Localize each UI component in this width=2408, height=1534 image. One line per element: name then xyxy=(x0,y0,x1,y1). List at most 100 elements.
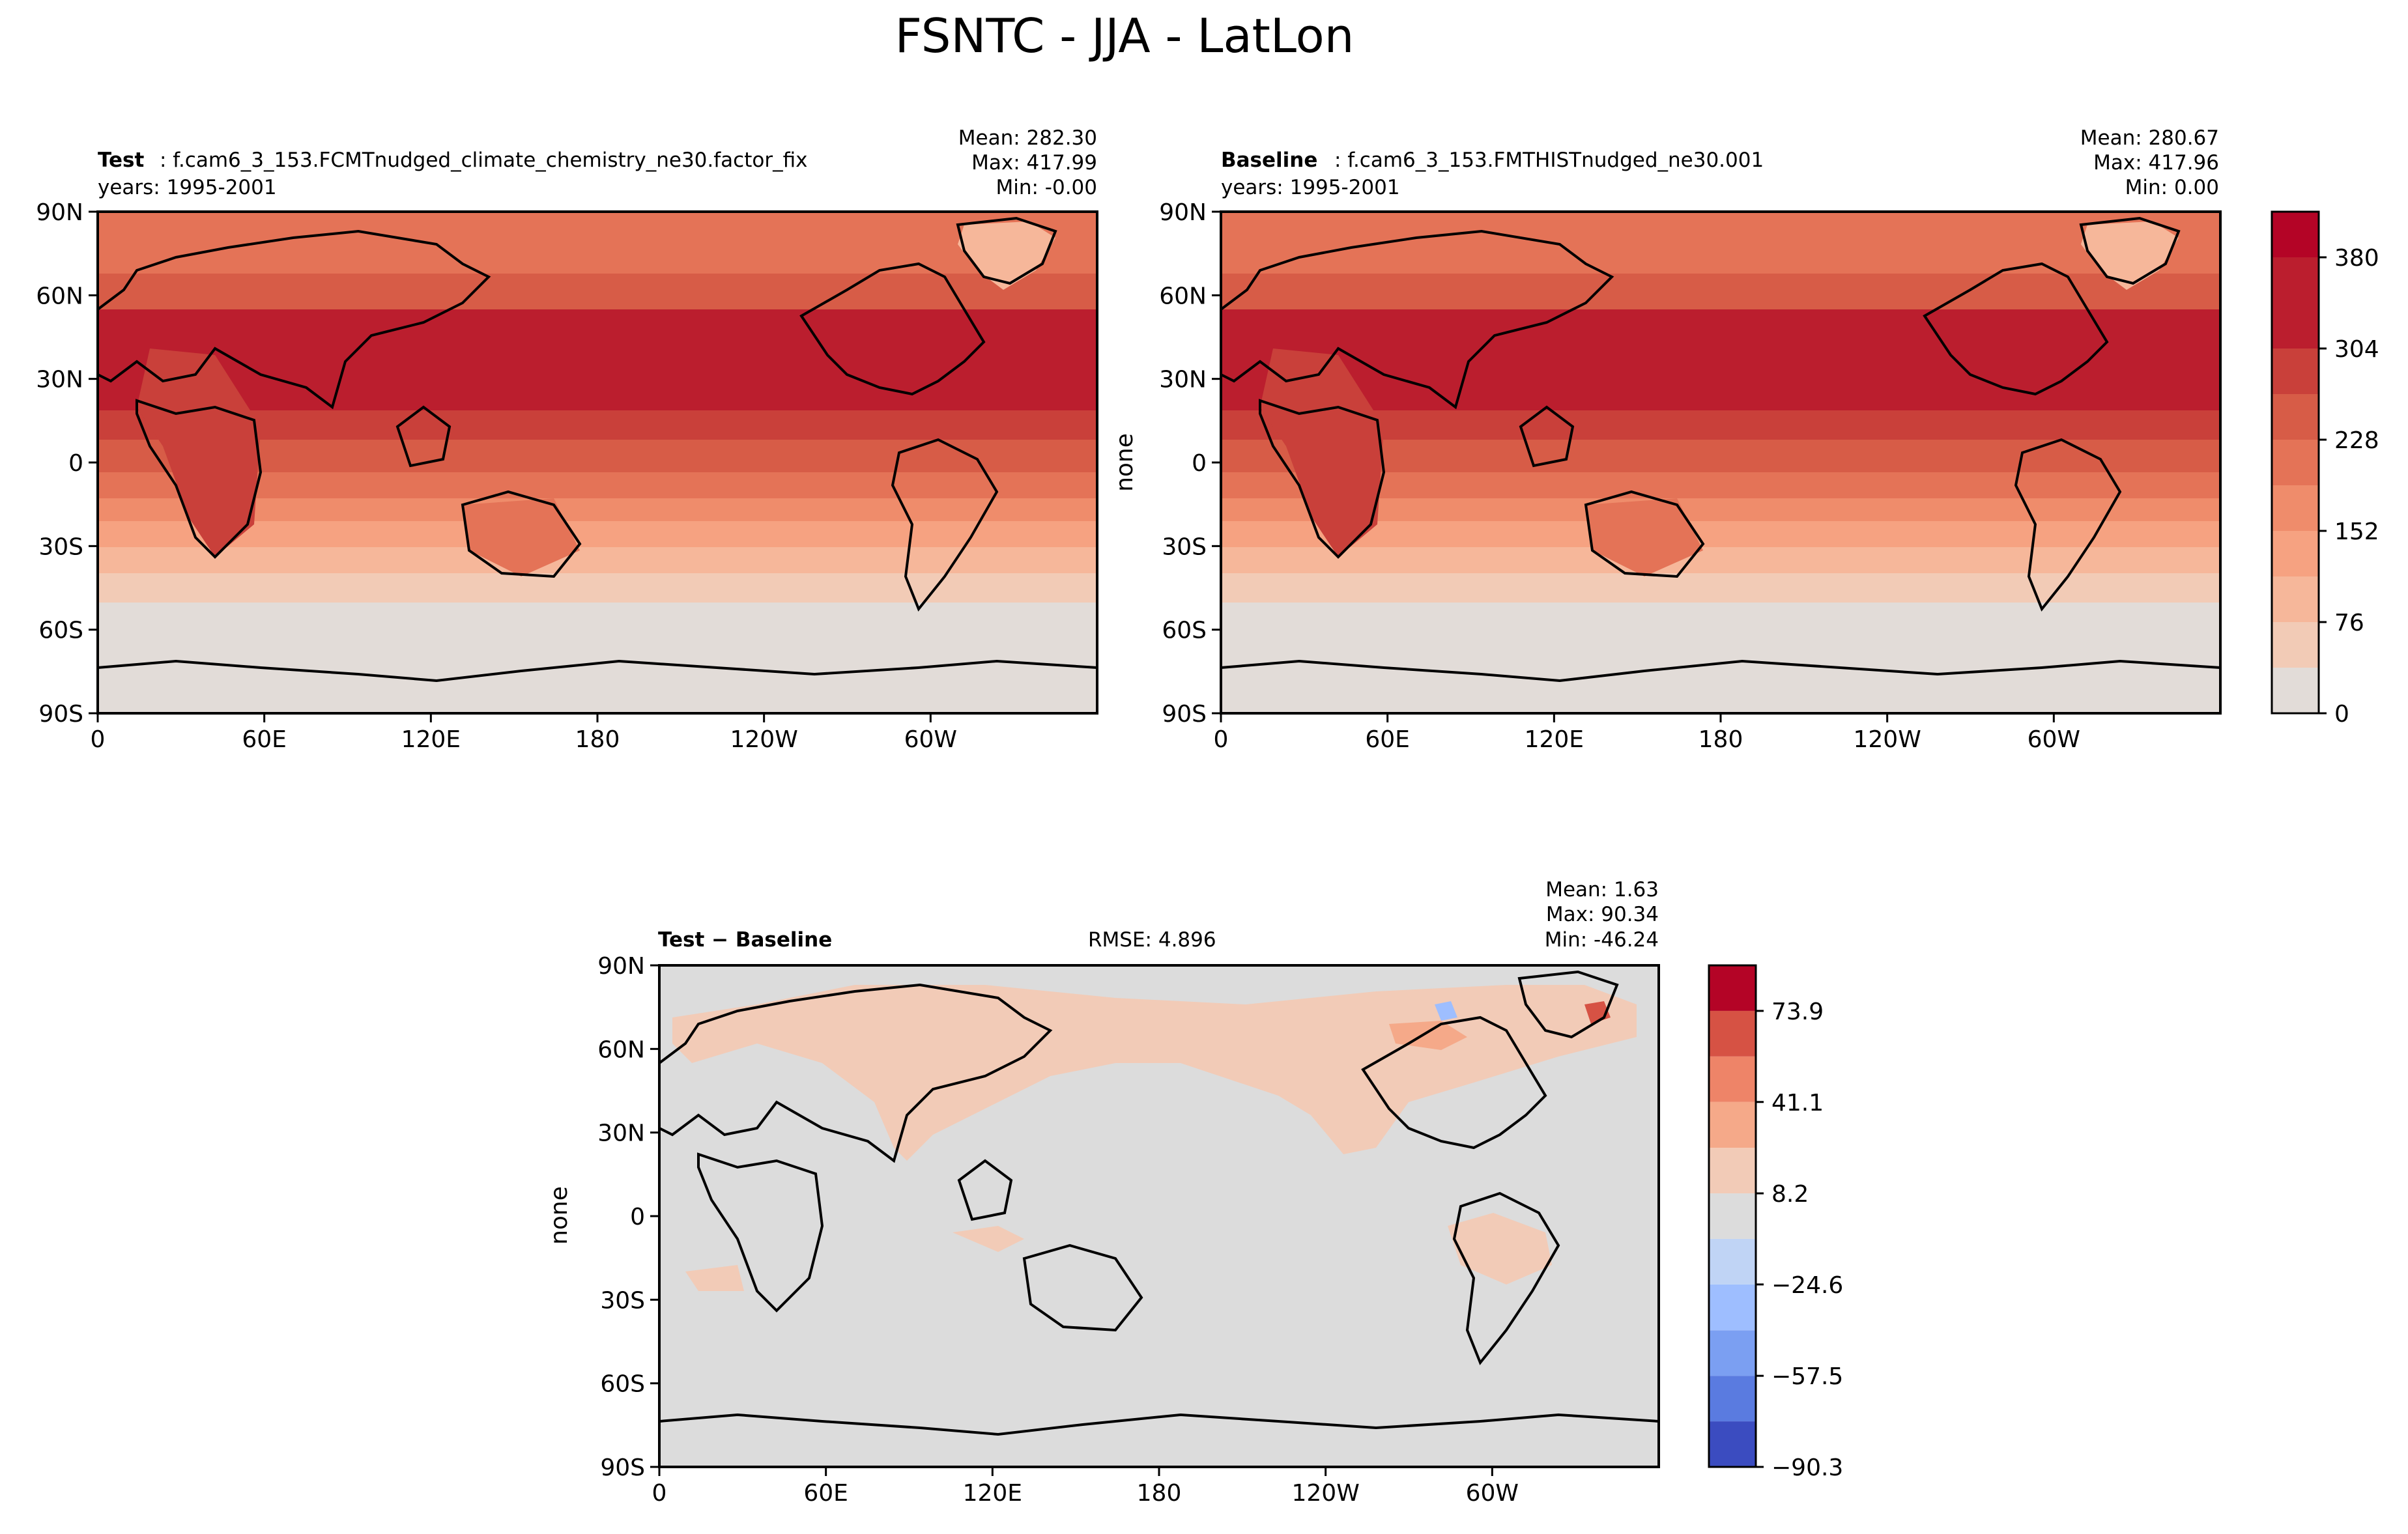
baseline-map-band-8 xyxy=(1221,309,2220,410)
diff-ytick-label: 30S xyxy=(600,1287,645,1314)
diff-xtick-label: 180 xyxy=(1137,1480,1182,1507)
baseline-stat-mean: Mean: 280.67 xyxy=(2080,126,2219,150)
diff-label-bold: Test − Baseline xyxy=(658,928,832,952)
test-xtick-label: 180 xyxy=(575,726,620,753)
test-stat-max: Max: 417.99 xyxy=(971,151,1097,175)
test-map-band-7 xyxy=(98,410,1097,440)
test-map-australia xyxy=(463,498,580,576)
baseline-label-rest: : f.cam6_3_153.FMTHISTnudged_ne30.001 xyxy=(1334,149,1764,172)
diff-colorbar-tick-label: −57.5 xyxy=(1771,1363,1843,1390)
baseline-ylabel: none xyxy=(1111,433,1138,492)
diff-colorbar-segment xyxy=(1709,1284,1756,1331)
test-map-band-6 xyxy=(98,440,1097,472)
baseline-colorbar-tick-label: 0 xyxy=(2334,701,2349,728)
baseline-xtick-label: 180 xyxy=(1698,726,1743,753)
diff-colorbar-segment xyxy=(1709,965,1756,1011)
diff-stat-max: Max: 90.34 xyxy=(1546,903,1659,926)
diff-colorbar-segment xyxy=(1709,1330,1756,1376)
baseline-ytick-label: 60N xyxy=(1159,283,1207,309)
baseline-map-band-3 xyxy=(1221,521,2220,547)
diff-colorbar-segment xyxy=(1709,1376,1756,1422)
baseline-xtick-label: 120W xyxy=(1854,726,1921,753)
test-ytick-label: 0 xyxy=(68,450,83,477)
baseline-map-band-7 xyxy=(1221,410,2220,440)
test-xtick-label: 120E xyxy=(401,726,461,753)
diff-ytick-label: 30N xyxy=(597,1120,645,1147)
baseline-colorbar-segment xyxy=(2272,440,2319,485)
test-map-band-9 xyxy=(98,274,1097,309)
diff-ytick-label: 90N xyxy=(597,953,645,980)
diff-xtick-label: 0 xyxy=(652,1480,667,1507)
diff-axes: 0 60E 120E 180 120W 60W 90N 60N 30N 0 30S 60S 90S xyxy=(597,953,1519,1507)
baseline-ytick-label: 90S xyxy=(1162,701,1207,728)
baseline-colorbar-segment xyxy=(2272,485,2319,531)
baseline-axes: 0 60E 120E 180 120W 60W 90N 60N 30N 0 30S 60S 90S xyxy=(1159,199,2080,753)
diff-rmse: RMSE: 4.896 xyxy=(1088,928,1216,952)
baseline-label-bold: Baseline xyxy=(1221,149,1317,172)
test-map-band-1 xyxy=(98,573,1097,603)
test-map-africa xyxy=(137,348,261,557)
diff-colorbar-segment xyxy=(1709,1010,1756,1057)
baseline-ytick-label: 0 xyxy=(1192,450,1207,477)
test-stat-mean: Mean: 282.30 xyxy=(958,126,1097,150)
diff-xtick-label: 60W xyxy=(1466,1480,1519,1507)
diff-ytick-label: 60N xyxy=(597,1036,645,1063)
test-ytick-label: 30N xyxy=(36,367,83,393)
baseline-colorbar-frame xyxy=(2271,210,2320,715)
test-map-coastlines xyxy=(96,216,1098,683)
baseline-colorbar-segment xyxy=(2272,576,2319,622)
baseline-xtick-label: 60W xyxy=(2028,726,2080,753)
figure-title: FSNTC - JJA - LatLon xyxy=(895,8,1354,63)
diff-map-positive-amazon xyxy=(1448,1213,1552,1285)
test-xtick-label: 0 xyxy=(91,726,106,753)
diff-xtick-label: 120E xyxy=(963,1480,1022,1507)
test-map-band-4 xyxy=(98,498,1097,521)
baseline-colorbar-segment xyxy=(2272,622,2319,668)
diff-colorbar-segment xyxy=(1709,1421,1756,1467)
baseline-colorbar-tick-label: 380 xyxy=(2334,245,2379,272)
baseline-map-band-6 xyxy=(1221,440,2220,472)
baseline-years: years: 1995-2001 xyxy=(1221,176,1400,199)
baseline-map-band-polar xyxy=(1221,603,2220,713)
baseline-colorbar-segment xyxy=(2272,531,2319,576)
diff-ylabel: none xyxy=(546,1186,573,1245)
diff-ytick-label: 90S xyxy=(600,1455,645,1481)
baseline-xtick-label: 120E xyxy=(1525,726,1584,753)
test-ytick-label: 60S xyxy=(38,618,83,644)
test-panel: Test : f.cam6_3_153.FCMTnudged_climate_c… xyxy=(96,126,1098,715)
baseline-ytick-label: 30N xyxy=(1159,367,1207,393)
test-xtick-label: 60E xyxy=(242,726,287,753)
baseline-map-africa xyxy=(1260,348,1384,557)
test-ytick-label: 90S xyxy=(38,701,83,728)
test-label-bold: Test xyxy=(98,149,145,172)
diff-colorbar-segment xyxy=(1709,1148,1756,1194)
diff-panel: Test − Baseline RMSE: 4.896 Mean: 1.63 M… xyxy=(546,878,1843,1481)
test-map-band-10 xyxy=(98,212,1097,274)
diff-xtick-label: 60E xyxy=(803,1480,848,1507)
diff-stat-min: Min: -46.24 xyxy=(1545,928,1659,952)
test-years: years: 1995-2001 xyxy=(98,176,277,199)
diff-stat-mean: Mean: 1.63 xyxy=(1545,878,1659,902)
test-map-band-5 xyxy=(98,472,1097,498)
diff-map xyxy=(658,964,1660,1468)
baseline-map-coastlines xyxy=(1220,216,2221,683)
baseline-map-band-2 xyxy=(1221,547,2220,573)
diff-colorbar-segment xyxy=(1709,1101,1756,1148)
test-ytick-label: 60N xyxy=(36,283,83,309)
test-xtick-label: 120W xyxy=(730,726,798,753)
baseline-colorbar: 0 76 152 228 304 380 xyxy=(2271,210,2379,728)
diff-ytick-label: 0 xyxy=(630,1204,645,1230)
diff-colorbar: −90.3 −57.5 −24.6 8.2 41.1 73.9 xyxy=(1708,964,1843,1481)
diff-map-negative-arctic xyxy=(1435,1001,1457,1021)
diff-colorbar-tick-label: −24.6 xyxy=(1771,1272,1843,1299)
diff-colorbar-tick-label: 41.1 xyxy=(1771,1090,1824,1116)
baseline-map-band-9 xyxy=(1221,274,2220,309)
diff-colorbar-tick-label: 8.2 xyxy=(1771,1181,1809,1208)
test-ytick-label: 30S xyxy=(38,533,83,560)
diff-ytick-label: 60S xyxy=(600,1371,645,1398)
baseline-colorbar-segment xyxy=(2272,303,2319,348)
test-map-band-polar xyxy=(98,603,1097,713)
baseline-ytick-label: 60S xyxy=(1162,618,1207,644)
test-xtick-label: 60W xyxy=(904,726,957,753)
